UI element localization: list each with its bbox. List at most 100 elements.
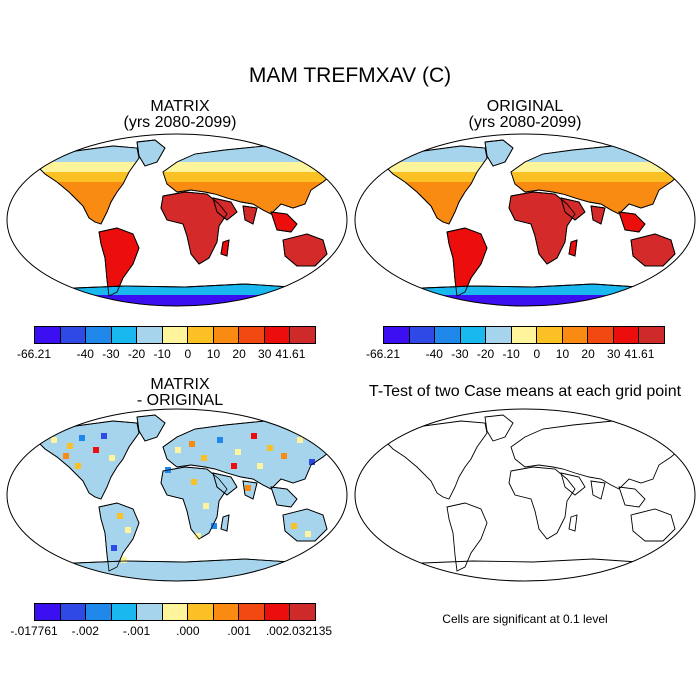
colorbar-tick-label: -.002	[71, 624, 99, 638]
temperature-band	[35, 172, 335, 182]
anomaly-cell	[297, 437, 303, 443]
anomaly-cell	[121, 557, 127, 563]
colorbar-tick-label: -20	[127, 347, 146, 361]
colorbar-swatch	[264, 327, 291, 343]
colorbar-labels-original: -66.21 -40 -30 -20 -10 0 10 20 30 41.61	[366, 347, 665, 363]
panel-title-line2: (yrs 2080-2099)	[468, 114, 582, 131]
colorbar-swatch	[60, 604, 87, 620]
colorbar-tick-label: 30	[258, 347, 272, 361]
colorbar-swatch	[537, 327, 563, 343]
antarctic-interior	[65, 295, 315, 306]
colorbar-tick-label: -20	[476, 347, 495, 361]
colorbar-tick-label: -10	[502, 347, 520, 361]
colorbar-original	[383, 326, 665, 344]
land-se-asia	[618, 486, 646, 508]
colorbar-swatch	[162, 327, 189, 343]
land-india	[590, 480, 606, 500]
anomaly-cell	[267, 445, 273, 451]
colorbar-swatch	[213, 327, 240, 343]
colorbar-swatch	[86, 327, 112, 343]
colorbar-tick-label: 41.61	[624, 347, 655, 361]
colorbar-swatch	[60, 327, 87, 343]
panel-title-matrix: MATRIX (yrs 2080-2099)	[60, 99, 300, 131]
colorbar-swatch	[137, 327, 163, 343]
colorbar-labels-matrix: -66.21 -40 -30 -20 -10 0 10 20 30 41.61	[17, 347, 316, 363]
colorbar-swatch	[111, 604, 138, 620]
panel-title-line1: ORIGINAL	[486, 98, 564, 115]
colorbar-swatch	[162, 604, 189, 620]
colorbar-swatch	[86, 604, 112, 620]
anomaly-cell	[67, 443, 73, 449]
colorbar-swatch	[588, 327, 614, 343]
colorbar-swatch	[290, 604, 316, 620]
significance-note: Cells are significant at 0.1 level	[442, 612, 608, 626]
anomaly-cell	[125, 527, 131, 533]
colorbar-swatch	[384, 327, 410, 343]
colorbar-tick-label: 41.61	[275, 347, 306, 361]
map-ttest	[354, 408, 696, 582]
anomaly-cell	[309, 459, 315, 465]
colorbar-tick-label: 0	[184, 347, 192, 361]
anomaly-cell	[245, 485, 251, 491]
colorbar-tick-label: 10	[206, 347, 221, 361]
anomaly-cell	[79, 435, 85, 441]
antarctic-interior	[413, 295, 663, 306]
temperature-band	[35, 182, 335, 194]
colorbar-tick-label: -40	[76, 347, 94, 361]
panel-title-ttest: T-Test of two Case means at each grid po…	[355, 384, 695, 400]
anomaly-cell	[251, 433, 257, 439]
colorbar-tick-label: 20	[581, 347, 595, 361]
colorbar-tick-label: -.017761	[10, 624, 58, 638]
panel-title-line2: - ORIGINAL	[136, 392, 224, 409]
anomaly-cell	[109, 455, 115, 461]
colorbar-swatch	[562, 327, 589, 343]
colorbar-tick-label: -40	[425, 347, 443, 361]
anomaly-cell	[63, 453, 69, 459]
anomaly-cell	[175, 447, 181, 453]
colorbar-tick-label: .032135	[288, 624, 333, 638]
temperature-band	[383, 182, 683, 194]
colorbar-swatch	[239, 604, 265, 620]
colorbar-swatch	[188, 327, 214, 343]
panel-title-line1: MATRIX	[150, 98, 210, 115]
map-border	[6, 133, 348, 307]
colorbar-swatch	[460, 327, 487, 343]
temperature-band	[383, 172, 683, 182]
land-north-america	[382, 420, 488, 500]
figure-title: MAM TREFMXAV (C)	[248, 64, 452, 87]
anomaly-cell	[203, 503, 209, 509]
panel-title-line2: (yrs 2080-2099)	[123, 114, 237, 131]
colorbar-tick-label: -.001	[122, 624, 151, 638]
anomaly-cell	[201, 455, 207, 461]
anomaly-cell	[217, 437, 223, 443]
colorbar-tick-label: 10	[555, 347, 570, 361]
colorbar-swatch	[511, 327, 538, 343]
anomaly-cell	[191, 479, 197, 485]
colorbar-swatch	[264, 604, 291, 620]
colorbar-tick-label: 20	[232, 347, 246, 361]
map-border	[354, 408, 696, 582]
map-matrix	[6, 133, 348, 307]
temperature-band	[35, 162, 335, 172]
panel-title-difference: MATRIX - ORIGINAL	[60, 377, 300, 409]
colorbar-tick-label: .001	[227, 624, 251, 638]
colorbar-tick-label: -30	[102, 347, 120, 361]
anomaly-cell	[111, 545, 117, 551]
colorbar-tick-label: -10	[153, 347, 171, 361]
anomaly-cell	[189, 441, 195, 447]
map-original	[354, 133, 696, 307]
land-greenland	[484, 414, 514, 442]
colorbar-tick-label: 30	[607, 347, 621, 361]
colorbar-swatch	[213, 604, 240, 620]
colorbar-swatch	[409, 327, 436, 343]
land-africa	[508, 466, 576, 540]
map-difference	[6, 408, 348, 582]
colorbar-swatch	[111, 327, 138, 343]
anomaly-cell	[257, 463, 263, 469]
anomaly-cell	[117, 513, 123, 519]
temperature-band	[383, 162, 683, 172]
colorbar-swatch	[639, 327, 665, 343]
colorbar-swatch	[188, 604, 214, 620]
colorbar-swatch	[435, 327, 461, 343]
colorbar-matrix	[34, 326, 316, 344]
